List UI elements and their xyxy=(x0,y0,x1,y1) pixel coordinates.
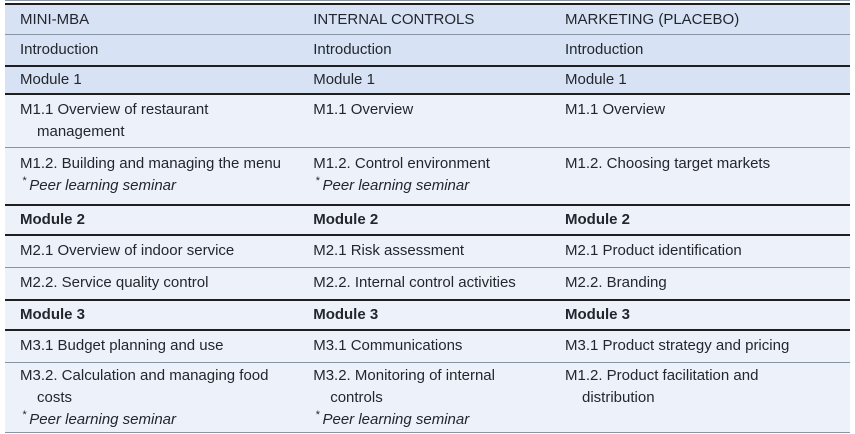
table-cell: M3.1 Product strategy and pricing xyxy=(550,330,850,363)
cell-line: Module 3 xyxy=(565,306,631,323)
seminar-text: Peer learning seminar xyxy=(322,411,470,428)
curriculum-table: MINI-MBA INTERNAL CONTROLS MARKETING (PL… xyxy=(5,3,850,433)
table-row-module-3: Module 3 Module 3 Module 3 xyxy=(5,300,850,330)
cell-line: M1.1 Overview xyxy=(313,101,414,118)
cell-line: M2.2. Service quality control xyxy=(20,274,209,291)
column-header-label: MINI-MBA xyxy=(20,11,90,28)
table-cell: Module 1 xyxy=(550,66,850,94)
table-cell: M1.2. Control environment * Peer learning… xyxy=(298,147,550,205)
cell-line: Introduction xyxy=(313,41,392,58)
column-header-internal-controls: INTERNAL CONTROLS xyxy=(298,4,550,35)
column-header-marketing-placebo: MARKETING (PLACEBO) xyxy=(550,4,850,35)
cell-line: Module 2 xyxy=(565,211,631,228)
seminar-marker: * xyxy=(315,409,320,421)
cell-line: M1.1 Overview xyxy=(565,101,666,118)
cell-line: Module 3 xyxy=(20,306,86,323)
table-row-introduction: Introduction Introduction Introduction xyxy=(5,34,850,66)
seminar-note: * Peer learning seminar xyxy=(313,409,544,431)
cell-line: M2.1 Product identification xyxy=(565,242,742,259)
seminar-marker: * xyxy=(22,409,27,421)
table-cell: Module 2 xyxy=(550,205,850,235)
cell-line: M2.2. Internal control activities xyxy=(313,274,516,291)
table-row-m1-2: M1.2. Building and managing the menu * Pe… xyxy=(5,147,850,205)
cell-line: M1.2. Product facilitation and xyxy=(565,367,759,384)
table-cell: M2.2. Internal control activities xyxy=(298,267,550,300)
seminar-text: Peer learning seminar xyxy=(322,177,470,194)
cell-line: M2.1 Risk assessment xyxy=(313,242,465,259)
seminar-marker: * xyxy=(22,175,27,187)
table-cell: M1.2. Building and managing the menu * Pe… xyxy=(5,147,299,205)
seminar-note: * Peer learning seminar xyxy=(20,409,292,431)
cell-line: Module 1 xyxy=(20,71,82,88)
table-row-m2-2: M2.2. Service quality control M2.2. Inte… xyxy=(5,267,850,300)
table-row-m2-1: M2.1 Overview of indoor service M2.1 Ris… xyxy=(5,235,850,268)
column-header-label: INTERNAL CONTROLS xyxy=(313,11,475,28)
cell-line: M1.2. Building and managing the menu xyxy=(20,155,282,172)
seminar-text: Peer learning seminar xyxy=(29,411,177,428)
cell-line: Module 3 xyxy=(313,306,379,323)
table-cell: M3.2. Calculation and managing food cost… xyxy=(5,362,299,433)
cell-line: M3.1 Product strategy and pricing xyxy=(565,337,790,354)
table-cell: Module 1 xyxy=(298,66,550,94)
column-header-mini-mba: MINI-MBA xyxy=(5,4,299,35)
table-cell: M2.2. Service quality control xyxy=(5,267,299,300)
cell-line: M3.2. Monitoring of internal xyxy=(313,367,495,384)
table-cell: M3.1 Budget planning and use xyxy=(5,330,299,363)
table-cell: Module 2 xyxy=(298,205,550,235)
cell-line: management xyxy=(37,123,125,140)
table-row-m1-1: M1.1 Overview of restaurant management M… xyxy=(5,94,850,148)
cell-line: M1.2. Choosing target markets xyxy=(565,155,771,172)
table-cell: Module 3 xyxy=(298,300,550,330)
cell-line: M3.2. Calculation and managing food xyxy=(20,367,269,384)
cell-line: Module 2 xyxy=(20,211,86,228)
table-row-module-2: Module 2 Module 2 Module 2 xyxy=(5,205,850,235)
column-header-label: MARKETING (PLACEBO) xyxy=(565,11,740,28)
table-cell: M1.1 Overview of restaurant management xyxy=(5,94,299,148)
cell-line: M2.1 Overview of indoor service xyxy=(20,242,235,259)
curriculum-table-wrap: MINI-MBA INTERNAL CONTROLS MARKETING (PL… xyxy=(5,0,850,434)
seminar-note: * Peer learning seminar xyxy=(313,175,544,197)
cell-line: Introduction xyxy=(565,41,644,58)
table-header-row: MINI-MBA INTERNAL CONTROLS MARKETING (PL… xyxy=(5,4,850,35)
table-row-module-1: Module 1 Module 1 Module 1 xyxy=(5,66,850,94)
cell-line: M3.1 Budget planning and use xyxy=(20,337,224,354)
table-cell: M3.1 Communications xyxy=(298,330,550,363)
table-cell: M2.1 Risk assessment xyxy=(298,235,550,268)
table-cell: M1.2. Choosing target markets xyxy=(550,147,850,205)
table-cell: M1.1 Overview xyxy=(550,94,850,148)
table-cell: Module 2 xyxy=(5,205,299,235)
table-cell: Module 1 xyxy=(5,66,299,94)
cell-line: Module 1 xyxy=(565,71,627,88)
table-cell: M3.2. Monitoring of internal controls * P… xyxy=(298,362,550,433)
cell-line: controls xyxy=(330,389,383,406)
cell-line: Module 1 xyxy=(313,71,375,88)
seminar-note: * Peer learning seminar xyxy=(20,175,292,197)
cell-line: M1.1 Overview of restaurant xyxy=(20,101,209,118)
table-cell: Introduction xyxy=(298,34,550,66)
table-cell: M2.1 Overview of indoor service xyxy=(5,235,299,268)
table-cell: M1.1 Overview xyxy=(298,94,550,148)
seminar-text: Peer learning seminar xyxy=(29,177,177,194)
cell-line: Module 2 xyxy=(313,211,379,228)
cell-line: distribution xyxy=(582,389,655,406)
cell-line: M1.2. Control environment xyxy=(313,155,490,172)
table-row-m3-2: M3.2. Calculation and managing food cost… xyxy=(5,362,850,433)
cell-line: M3.1 Communications xyxy=(313,337,463,354)
cell-line: Introduction xyxy=(20,41,99,58)
table-row-m3-1: M3.1 Budget planning and use M3.1 Commun… xyxy=(5,330,850,363)
table-cell: Module 3 xyxy=(550,300,850,330)
table-cell: M1.2. Product facilitation and distribut… xyxy=(550,362,850,433)
table-cell: M2.2. Branding xyxy=(550,267,850,300)
seminar-marker: * xyxy=(315,175,320,187)
cell-line: costs xyxy=(37,389,73,406)
table-cell: Module 3 xyxy=(5,300,299,330)
table-cell: Introduction xyxy=(550,34,850,66)
table-cell: Introduction xyxy=(5,34,299,66)
cell-line: M2.2. Branding xyxy=(565,274,667,291)
table-cell: M2.1 Product identification xyxy=(550,235,850,268)
